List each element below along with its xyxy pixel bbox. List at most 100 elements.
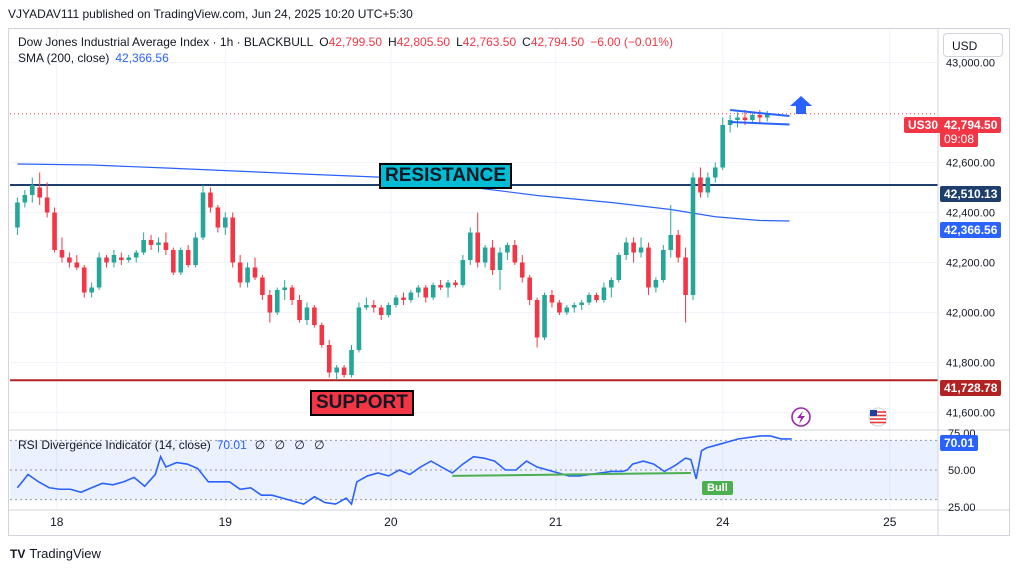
rsi-placeholders: ∅ ∅ ∅ ∅	[254, 438, 328, 452]
bull-divergence-line	[452, 471, 691, 477]
candle-body	[96, 257, 102, 288]
candle-body	[200, 192, 206, 238]
candle	[304, 302, 310, 325]
candle-body	[460, 260, 466, 285]
close-value: 42,794.50	[530, 35, 585, 49]
candle-body	[215, 207, 221, 228]
rsi-tick-label: 25.00	[948, 502, 976, 514]
candle-body	[445, 282, 451, 288]
candle-body	[59, 250, 65, 258]
candle	[683, 247, 688, 323]
candle-body	[571, 305, 577, 308]
candle	[29, 177, 35, 203]
candle	[267, 290, 273, 323]
candle	[378, 305, 384, 320]
candle	[341, 365, 347, 378]
candle-body	[148, 240, 154, 245]
candle-body	[423, 287, 429, 298]
candle-body	[586, 295, 592, 303]
candle	[735, 112, 740, 128]
candle	[505, 242, 510, 260]
candle-body	[467, 232, 473, 260]
rsi-tick-label: 50.00	[948, 465, 976, 477]
candle	[274, 287, 280, 315]
currency-selector[interactable]: USD	[943, 33, 1003, 57]
candle-body	[549, 295, 555, 303]
candle-body	[519, 262, 525, 278]
candle-body	[601, 287, 607, 300]
candle-body	[74, 262, 80, 268]
candle	[260, 275, 265, 300]
candle-body	[616, 255, 622, 280]
candle-body	[274, 290, 280, 313]
candle	[148, 235, 154, 250]
candle-body	[245, 267, 250, 283]
candle	[653, 277, 659, 293]
candle	[675, 230, 681, 263]
candle-body	[89, 287, 94, 293]
candle	[222, 212, 228, 235]
last-price-tag: 42,794.50	[940, 117, 1002, 133]
sma-value: 42,366.56	[115, 51, 169, 65]
candle	[571, 302, 577, 313]
candle-body	[690, 177, 696, 295]
candle	[616, 252, 622, 283]
candle	[371, 300, 377, 313]
candle	[690, 172, 696, 300]
candle	[326, 340, 332, 378]
candle-body	[512, 245, 518, 263]
candle	[519, 255, 525, 283]
candle	[438, 280, 443, 290]
candle-body	[638, 247, 644, 253]
candle	[15, 197, 20, 235]
candle-body	[141, 240, 146, 253]
candle	[482, 245, 488, 268]
low-label: L	[456, 35, 463, 49]
footer-brand[interactable]: TV TradingView	[10, 546, 101, 561]
candle-body	[378, 307, 384, 315]
candle-body	[579, 302, 584, 305]
candle	[594, 292, 599, 303]
price-tick-label: 41,600.00	[946, 408, 995, 420]
candle-body	[631, 242, 636, 253]
rsi-legend[interactable]: RSI Divergence Indicator (14, close) 70.0…	[18, 438, 328, 452]
candle	[252, 257, 258, 280]
candle	[52, 207, 57, 253]
price-tick-label: 41,800.00	[946, 358, 995, 370]
candle-body	[104, 257, 109, 263]
publisher-line: VJYADAV111 published on TradingView.com,…	[8, 7, 413, 21]
candle	[646, 242, 651, 295]
close-label: C	[522, 35, 531, 49]
flag-upper-line	[730, 109, 790, 117]
candle	[490, 240, 495, 275]
candle-body	[393, 297, 399, 305]
candle-body	[408, 292, 414, 300]
candle	[705, 172, 711, 198]
rsi-panel-plot	[10, 435, 938, 506]
candle	[282, 280, 287, 300]
bar-countdown: 09:08	[940, 131, 979, 147]
candle-body	[111, 255, 117, 263]
candle-body	[171, 250, 176, 273]
candle-body	[341, 367, 347, 375]
brand-name: TradingView	[29, 546, 101, 561]
candle-body	[282, 287, 287, 290]
candle	[609, 277, 614, 298]
candle	[423, 285, 429, 303]
candle	[445, 280, 451, 298]
candle-body	[81, 267, 87, 293]
candle-body	[267, 295, 273, 313]
flag-canton	[870, 410, 877, 416]
candle-body	[67, 257, 72, 263]
sma-legend[interactable]: SMA (200, close) 42,366.56	[18, 50, 673, 66]
candle-body	[609, 280, 614, 288]
candle-body	[668, 235, 674, 250]
candle	[200, 185, 206, 240]
candle-body	[490, 247, 495, 270]
candle-body	[237, 262, 243, 283]
candle-body	[534, 300, 540, 338]
candle	[534, 297, 540, 348]
candle-body	[29, 185, 35, 195]
candle	[141, 232, 146, 255]
